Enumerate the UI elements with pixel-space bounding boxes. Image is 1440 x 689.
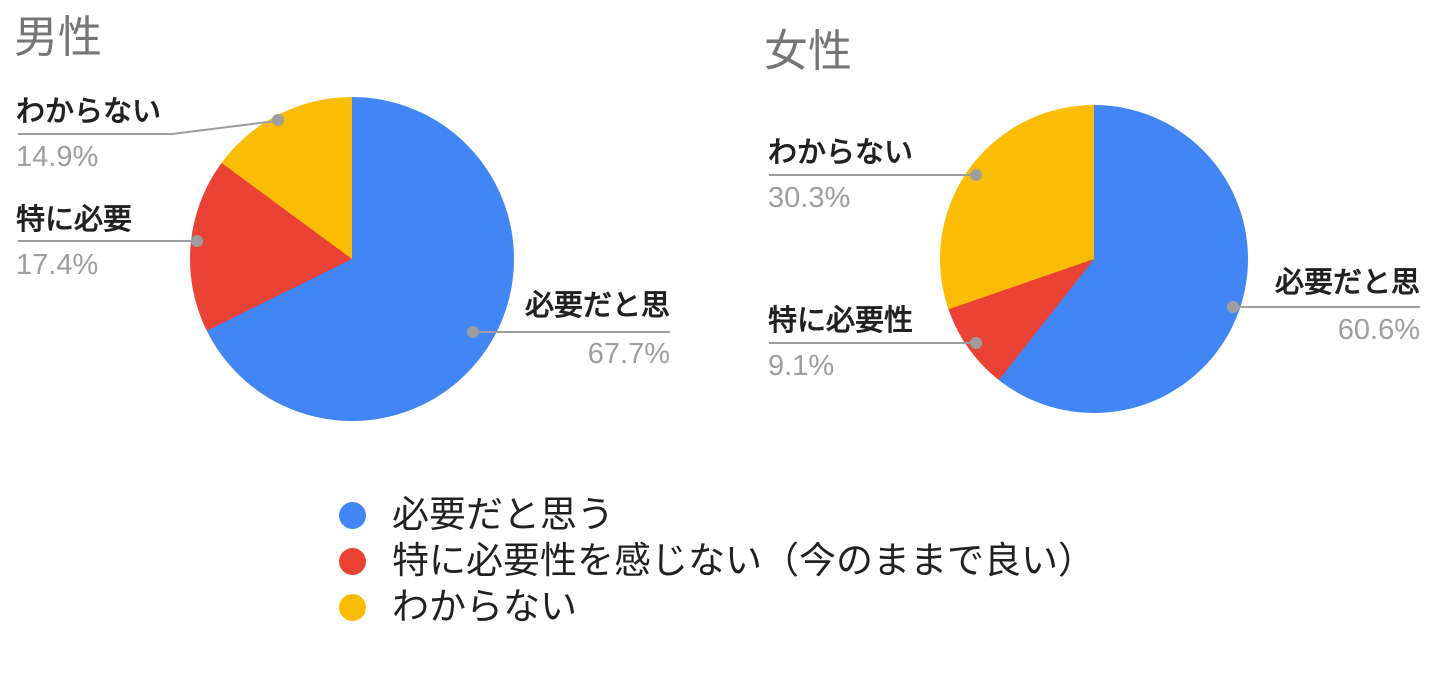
male-callout-notneeded-label: 特に必要 xyxy=(16,204,133,236)
legend-swatch-yellow-icon xyxy=(339,593,366,621)
female-callout-notneeded-label: 特に必要性 xyxy=(768,305,914,337)
legend-item-label: 必要だと思う xyxy=(392,494,614,535)
legend-item-label: わからない xyxy=(392,586,577,627)
legend-item: わからない xyxy=(339,584,1095,630)
female-callout-needed-label: 必要だと思 xyxy=(1274,267,1420,299)
pie-male xyxy=(190,97,514,421)
chart-title-male: 男性 xyxy=(14,13,102,62)
female-callout-dontknow-pct: 30.3% xyxy=(768,182,851,214)
pie-female xyxy=(940,105,1248,413)
chart-legend: 必要だと思う 特に必要性を感じない（今のままで良い） わからない xyxy=(339,492,1095,630)
legend-swatch-blue-icon xyxy=(339,501,366,529)
legend-item-label: 特に必要性を感じない（今のままで良い） xyxy=(392,540,1095,581)
chart-title-female: 女性 xyxy=(764,27,852,76)
male-callout-needed-pct: 67.7% xyxy=(587,338,670,370)
female-callout-needed-pct: 60.6% xyxy=(1337,314,1420,346)
female-callout-notneeded-pct: 9.1% xyxy=(768,350,835,382)
legend-item: 必要だと思う xyxy=(339,492,1095,538)
legend-item: 特に必要性を感じない（今のままで良い） xyxy=(339,538,1095,584)
male-callout-dontknow-pct: 14.9% xyxy=(16,141,99,173)
male-callout-dontknow-label: わからない xyxy=(16,96,162,128)
male-callout-needed-label: 必要だと思 xyxy=(524,290,670,322)
legend-swatch-red-icon xyxy=(339,547,366,575)
male-callout-notneeded-pct: 17.4% xyxy=(16,249,99,281)
female-callout-dontknow-label: わからない xyxy=(768,137,914,169)
